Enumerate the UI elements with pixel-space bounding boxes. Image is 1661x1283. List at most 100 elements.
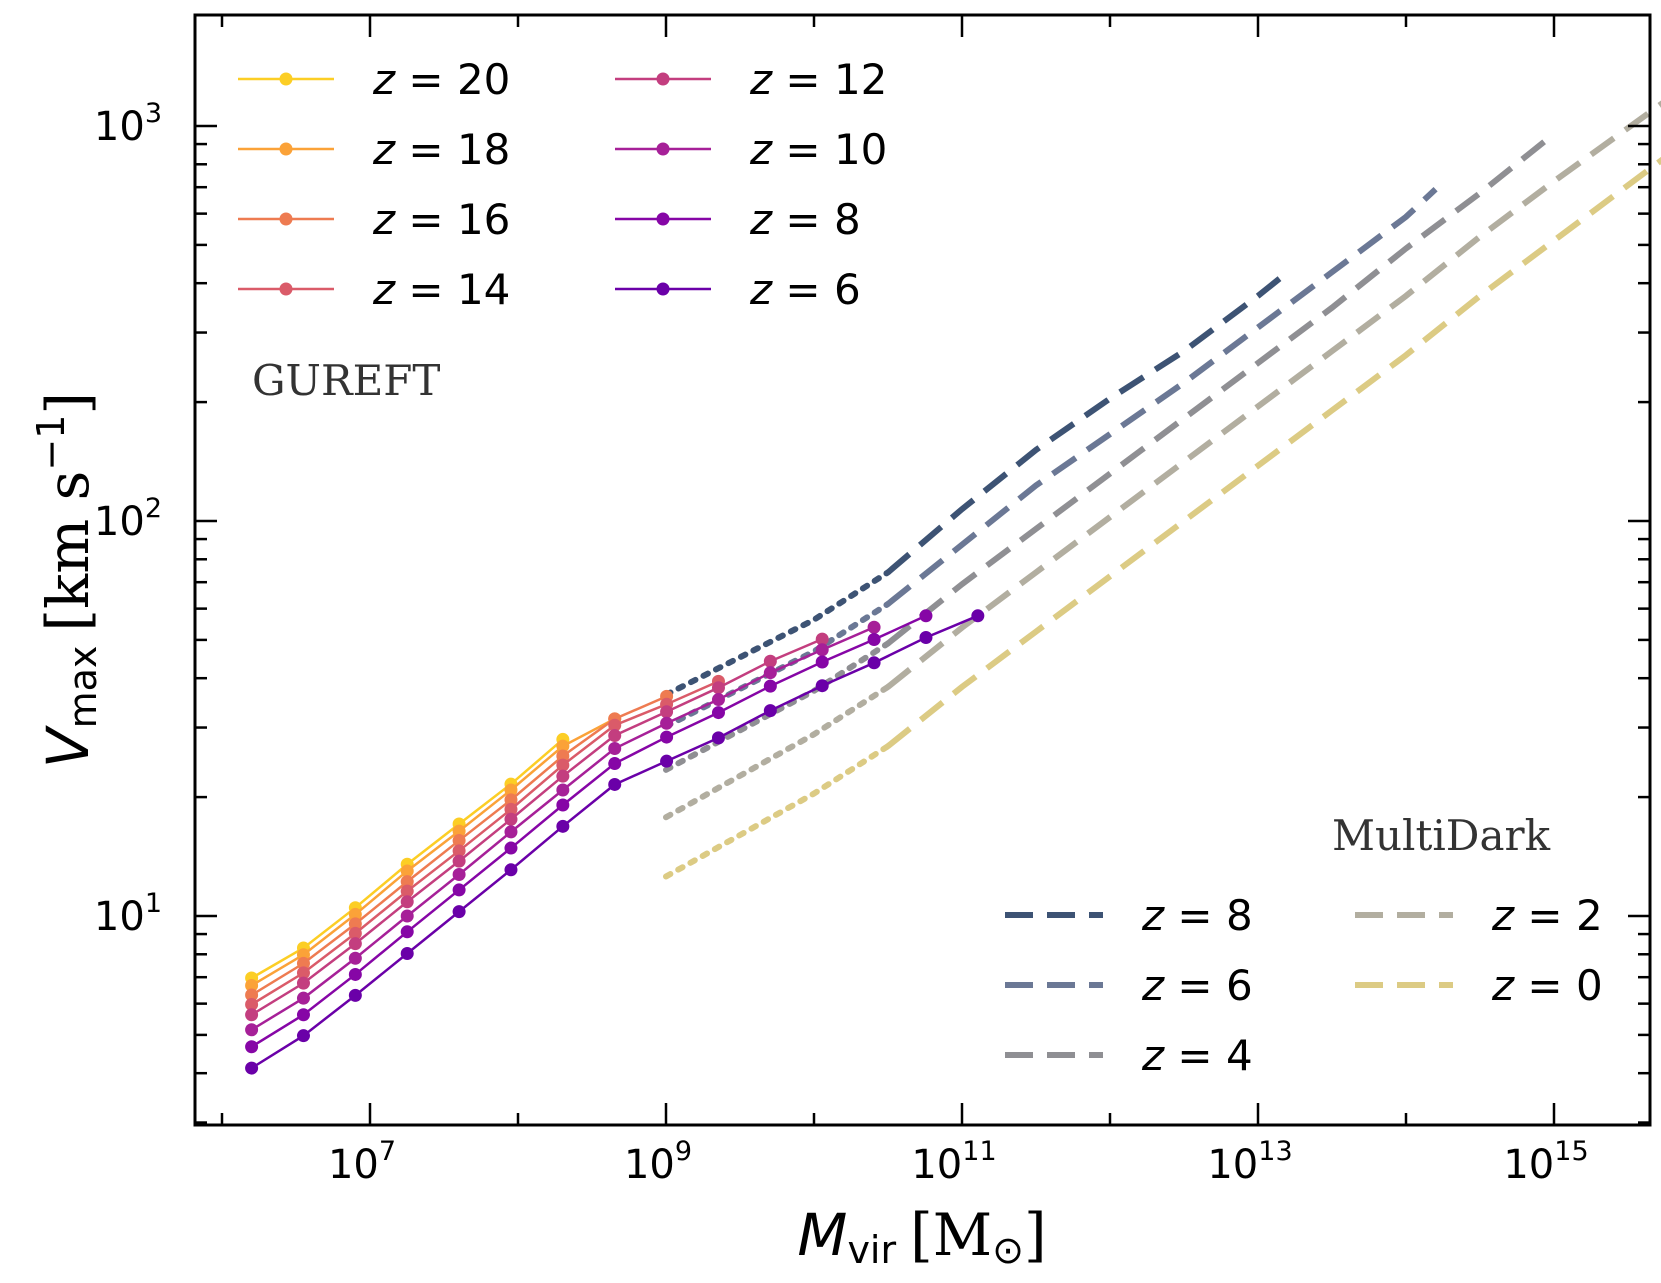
gureft-point [867, 633, 881, 646]
gureft-point [348, 907, 362, 921]
gureft-legend-label: z = 14 [372, 265, 510, 314]
gureft-line [250, 717, 616, 987]
gureft-line [250, 680, 719, 1006]
gureft-point [763, 704, 777, 718]
gureft-point [504, 841, 518, 855]
y-tick-labels: 101 102 103 [94, 98, 162, 940]
gureft-point [711, 731, 725, 745]
gureft-point [711, 693, 725, 707]
gureft-line [250, 614, 927, 1048]
gureft-legend-label: z = 16 [372, 195, 510, 244]
gureft-point [296, 991, 310, 1005]
gureft-legend-marker [279, 142, 293, 156]
x-tick-label: 107 [328, 1136, 396, 1188]
multidark-legend-label: z = 8 [1141, 891, 1253, 940]
multidark-legend: z = 8 z = 6 z = 4 z = 2 z = 0 [1005, 891, 1603, 1080]
gureft-point [452, 868, 466, 882]
gureft-point [660, 705, 674, 719]
gureft-point [608, 728, 622, 742]
gureft-line [250, 614, 979, 1070]
gureft-point [763, 679, 777, 693]
x-tick-labels: 107 109 1011 1013 1015 [328, 1136, 1589, 1188]
gureft-point [504, 812, 518, 826]
gureft-point [245, 1023, 259, 1037]
gureft-point [348, 988, 362, 1002]
gureft-point [245, 1040, 259, 1054]
gureft-point [504, 825, 518, 839]
gureft-point [452, 905, 466, 919]
gureft-point [556, 769, 570, 783]
gureft-point [245, 1008, 259, 1022]
gureft-legend-label: z = 10 [749, 125, 887, 174]
multidark-dashed-line [886, 187, 1438, 607]
multidark-legend-label: z = 2 [1491, 891, 1603, 940]
x-tick-label: 1015 [1503, 1136, 1588, 1188]
y-tick-label: 102 [94, 493, 162, 545]
gureft-point [504, 783, 518, 797]
gureft-point [556, 758, 570, 772]
gureft-legend-label: z = 12 [749, 55, 887, 104]
gureft-point [919, 609, 933, 623]
multidark-legend-label: z = 6 [1141, 961, 1253, 1010]
gureft-point [556, 749, 570, 763]
gureft-point [245, 997, 259, 1011]
gureft-point [400, 864, 414, 878]
gureft-legend-marker [279, 212, 293, 226]
gureft-legend-marker [656, 72, 670, 86]
gureft-point [711, 706, 725, 720]
gureft-point [660, 716, 674, 730]
gureft-point [400, 884, 414, 898]
multidark-lines [663, 100, 1661, 880]
gureft-point [608, 777, 622, 791]
gureft-line [250, 637, 823, 1016]
y-tick-label: 101 [94, 888, 162, 940]
multidark-dashed-line [886, 156, 1661, 749]
gureft-point [400, 925, 414, 939]
gureft-point [711, 681, 725, 695]
gureft-point [400, 895, 414, 909]
gureft-point [296, 1008, 310, 1022]
gureft-point [504, 863, 518, 877]
gureft-legend-label: z = 8 [749, 195, 861, 244]
gureft-point [608, 718, 622, 732]
multidark-annotation: MultiDark [1332, 811, 1551, 860]
gureft-point [400, 909, 414, 923]
plot-area-border [193, 13, 1652, 1127]
gureft-point [348, 937, 362, 951]
gureft-point [815, 679, 829, 693]
gureft-point [296, 1029, 310, 1043]
gureft-point [556, 783, 570, 797]
gureft-lines [245, 609, 985, 1075]
multidark-dashed-line [886, 269, 1290, 575]
gureft-point [245, 979, 259, 993]
y-axis-title: Vmax[km s−1] [29, 392, 105, 768]
gureft-point [400, 875, 414, 889]
gureft-point [348, 967, 362, 981]
multidark-legend-label: z = 0 [1491, 961, 1603, 1010]
gureft-point [348, 951, 362, 965]
gureft-point [660, 754, 674, 768]
gureft-point [867, 656, 881, 670]
gureft-point [296, 956, 310, 970]
gureft-legend-marker [656, 212, 670, 226]
gureft-point [763, 666, 777, 680]
multidark-dashed-line [886, 131, 1556, 646]
gureft-point [867, 620, 881, 634]
multidark-dotted-line [663, 683, 891, 821]
gureft-point [296, 966, 310, 980]
gureft-point [245, 1061, 259, 1075]
gureft-point [815, 643, 829, 657]
gureft-annotation: GUREFT [252, 356, 440, 405]
gureft-point [452, 844, 466, 858]
gureft-point [815, 632, 829, 646]
gureft-legend-label: z = 6 [749, 265, 861, 314]
gureft-point [556, 739, 570, 753]
gureft-point [348, 917, 362, 931]
x-tick-label: 1013 [1207, 1136, 1292, 1188]
x-tick-label: 1011 [911, 1136, 996, 1188]
multidark-dotted-line [663, 743, 891, 880]
gureft-point [296, 976, 310, 990]
gureft-point [452, 824, 466, 838]
gureft-legend: z = 20 z = 18 z = 16 z = 14 z = 12 z = 10 z = … [238, 55, 887, 314]
